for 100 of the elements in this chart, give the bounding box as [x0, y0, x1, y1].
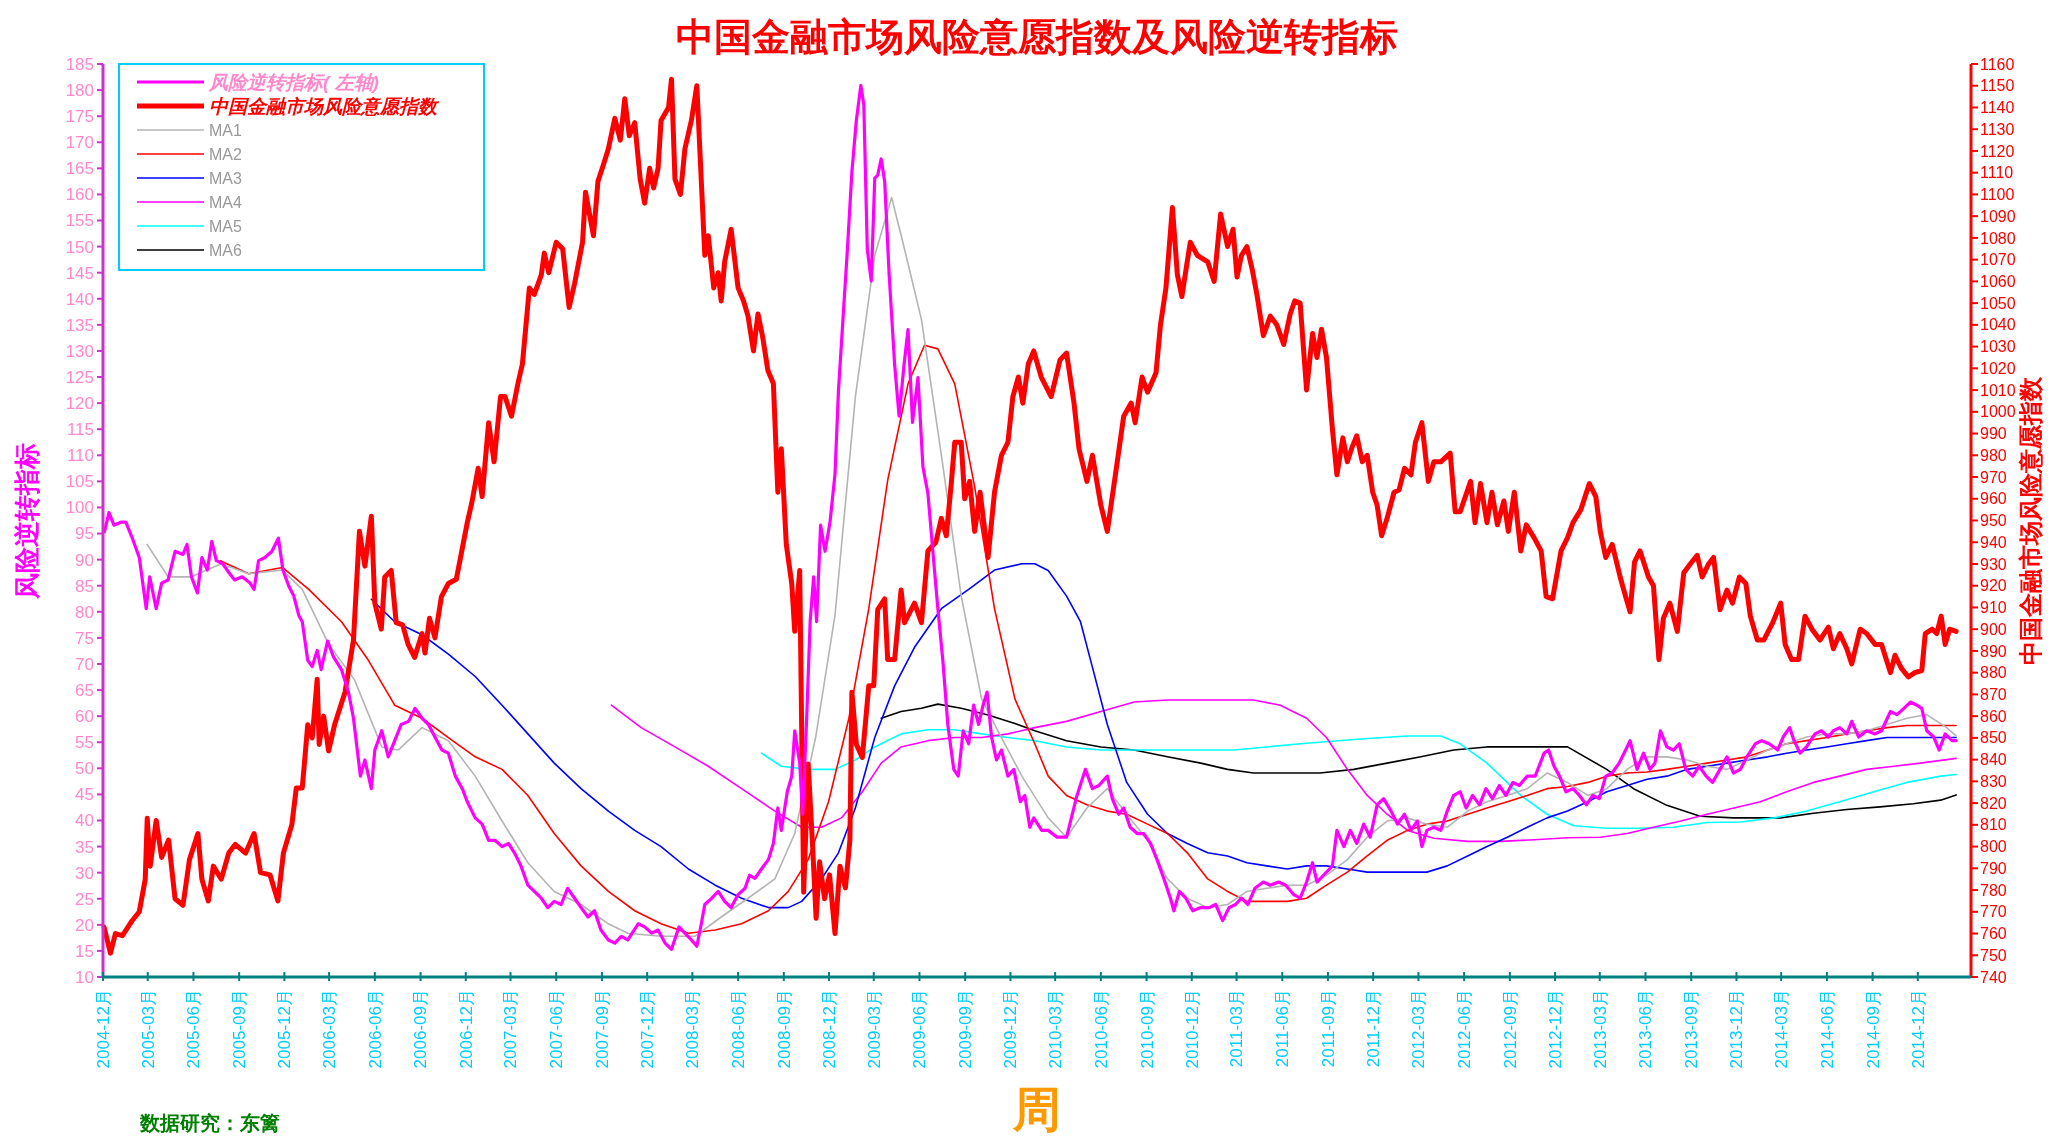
y-tick-label: 145 — [65, 263, 94, 283]
y2-tick-label: 880 — [1980, 664, 2007, 682]
x-tick-label: 2005-09月 — [230, 989, 250, 1069]
y-tick-label: 140 — [65, 289, 94, 309]
y2-tick-label: 1150 — [1980, 77, 2015, 95]
y2-tick-label: 850 — [1980, 729, 2007, 747]
y-tick-label: 160 — [65, 185, 94, 205]
x-tick-label: 2009-12月 — [1001, 989, 1021, 1069]
x-tick-label: 2007-12月 — [638, 989, 658, 1069]
y-tick-label: 130 — [65, 341, 94, 361]
y-tick-label: 100 — [65, 498, 94, 518]
y2-tick-label: 1020 — [1980, 359, 2016, 377]
y-tick-label: 70 — [75, 654, 94, 674]
y-tick-label: 30 — [75, 863, 94, 883]
y-tick-label: 65 — [75, 681, 94, 701]
x-tick-label: 2012-09月 — [1500, 989, 1520, 1069]
x-tick-label: 2011-06月 — [1273, 989, 1293, 1068]
y-tick-label: 20 — [75, 915, 94, 935]
y-tick-label: 125 — [65, 367, 94, 387]
y2-axis-title: 中国金融市场风险意愿指数 — [2017, 375, 2044, 665]
y-tick-label: 185 — [65, 54, 94, 74]
y-tick-label: 180 — [65, 81, 94, 101]
y-tick-label: 120 — [65, 394, 94, 414]
y2-tick-label: 940 — [1980, 533, 2007, 551]
x-tick-label: 2014-09月 — [1863, 989, 1883, 1069]
x-tick-label: 2013-03月 — [1590, 989, 1610, 1069]
y-tick-label: 165 — [65, 159, 94, 179]
y2-tick-label: 770 — [1980, 903, 2007, 921]
y-tick-label: 90 — [75, 550, 94, 570]
x-tick-label: 2006-06月 — [365, 989, 385, 1069]
x-axis-title: 周 — [1012, 1083, 1061, 1136]
x-tick-label: 2007-09月 — [592, 989, 612, 1069]
y2-tick-label: 740 — [1980, 968, 2007, 986]
legend-label: MA5 — [209, 217, 242, 235]
x-tick-label: 2006-09月 — [411, 989, 431, 1069]
x-tick-label: 2014-12月 — [1908, 989, 1928, 1069]
y2-tick-label: 840 — [1980, 751, 2007, 769]
y2-tick-label: 960 — [1980, 490, 2007, 508]
x-tick-label: 2010-03月 — [1046, 989, 1066, 1069]
legend-label: MA6 — [209, 241, 242, 259]
y-tick-label: 60 — [75, 707, 94, 727]
y2-tick-label: 1010 — [1980, 381, 2016, 399]
x-tick-label: 2005-12月 — [275, 989, 295, 1069]
y-tick-label: 150 — [65, 237, 94, 257]
y-tick-label: 25 — [75, 889, 94, 909]
y2-tick-label: 870 — [1980, 686, 2007, 703]
y2-tick-label: 890 — [1980, 642, 2007, 660]
line-series — [760, 728, 1957, 830]
y2-tick-label: 970 — [1980, 468, 2007, 486]
y2-tick-label: 1140 — [1980, 99, 2015, 117]
x-tick-label: 2013-09月 — [1682, 989, 1702, 1069]
y-tick-label: 35 — [75, 837, 94, 857]
x-tick-label: 2011-03月 — [1227, 989, 1247, 1068]
x-tick-label: 2006-12月 — [456, 989, 476, 1069]
chart-title: 中国金融市场风险意愿指数及风险逆转指标 — [676, 16, 1398, 58]
x-tick-label: 2009-06月 — [910, 989, 930, 1069]
y2-tick-label: 1110 — [1980, 164, 2014, 182]
y-tick-label: 40 — [75, 811, 94, 831]
line-series — [370, 563, 1957, 909]
y2-tick-label: 1000 — [1980, 403, 2016, 421]
y2-tick-label: 800 — [1980, 838, 2007, 856]
y2-tick-label: 1040 — [1980, 316, 2016, 334]
y2-tick-label: 1050 — [1980, 294, 2016, 312]
x-tick-label: 2011-12月 — [1364, 989, 1384, 1068]
x-tick-label: 2005-03月 — [138, 989, 158, 1069]
y-tick-label: 105 — [65, 472, 94, 492]
y2-tick-label: 790 — [1980, 859, 2007, 877]
y2-tick-label: 1120 — [1980, 142, 2015, 160]
x-tick-label: 2004-12月 — [93, 989, 113, 1069]
x-tick-label: 2007-03月 — [501, 989, 521, 1069]
y2-tick-label: 760 — [1980, 925, 2007, 943]
y-tick-label: 110 — [66, 446, 94, 466]
x-tick-label: 2008-06月 — [729, 989, 749, 1069]
x-tick-label: 2006-03月 — [320, 989, 340, 1069]
y-tick-label: 170 — [65, 133, 94, 153]
y2-tick-label: 900 — [1980, 620, 2007, 638]
x-tick-label: 2008-09月 — [774, 989, 794, 1069]
y-tick-label: 155 — [65, 211, 94, 231]
y-tick-label: 10 — [75, 967, 94, 987]
y2-tick-label: 1090 — [1980, 207, 2016, 225]
x-tick-label: 2009-03月 — [864, 989, 884, 1069]
y2-tick-label: 750 — [1980, 946, 2007, 964]
x-tick-label: 2011-09月 — [1318, 989, 1338, 1068]
y-tick-label: 45 — [75, 785, 94, 805]
x-tick-label: 2010-12月 — [1182, 989, 1202, 1069]
y-tick-label: 55 — [75, 733, 94, 753]
x-tick-label: 2013-06月 — [1636, 989, 1656, 1069]
legend-label: MA1 — [209, 121, 242, 139]
y2-tick-label: 1030 — [1980, 338, 2016, 356]
y-axis-title: 风险逆转指标 — [12, 442, 42, 600]
x-tick-label: 2014-03月 — [1772, 989, 1792, 1069]
y2-tick-label: 990 — [1980, 425, 2007, 443]
y2-tick-label: 980 — [1980, 446, 2007, 464]
legend-label: 风险逆转指标( 左轴) — [208, 71, 379, 93]
y-tick-label: 50 — [75, 759, 94, 779]
y-tick-label: 15 — [75, 941, 94, 961]
y2-tick-label: 930 — [1980, 555, 2007, 573]
y-tick-label: 85 — [75, 576, 94, 596]
y2-tick-label: 830 — [1980, 772, 2007, 790]
y-tick-label: 75 — [75, 628, 94, 648]
